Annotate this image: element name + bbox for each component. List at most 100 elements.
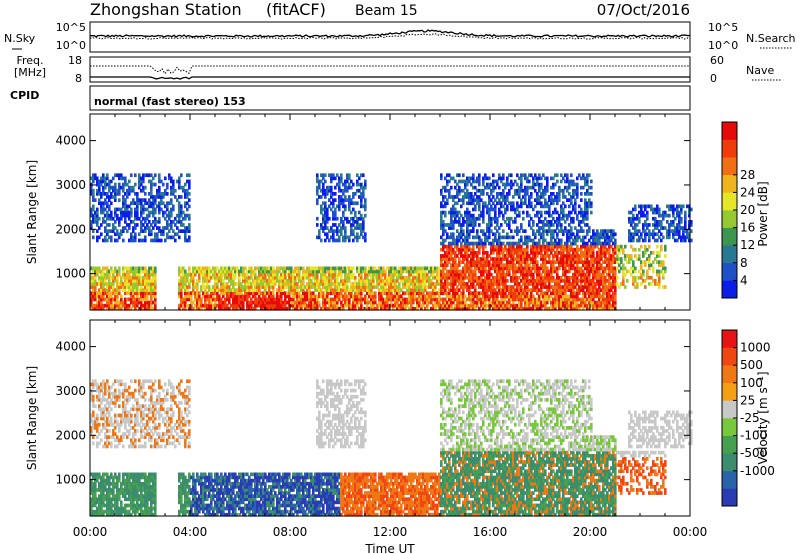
scatter-cell [226,285,229,289]
scatter-cell [576,213,579,218]
scatter-cell [392,279,395,283]
scatter-cell [92,198,95,202]
scatter-cell [514,188,517,193]
scatter-cell [558,223,561,227]
scatter-cell [372,266,375,271]
scatter-cell [106,275,109,280]
scatter-cell [492,241,495,246]
scatter-cell [416,300,419,305]
scatter-cell [158,220,161,224]
scatter-cell [168,235,171,240]
scatter-cell [148,303,151,308]
scatter-cell [106,201,109,206]
scatter-cell [456,210,459,215]
scatter-cell [374,269,377,274]
scatter-cell [474,207,477,212]
scatter-cell [502,303,505,308]
scatter-cell [148,272,151,277]
scatter-cell [510,235,513,240]
scatter-cell [98,182,101,187]
scatter-cell [202,282,205,286]
scatter-cell [530,226,533,230]
scatter-cell [110,238,113,243]
scatter-cell [568,294,571,299]
scatter-cell [478,198,481,202]
scatter-cell [274,272,277,277]
scatter-cell [330,229,333,233]
scatter-cell [272,297,275,302]
scatter-cell [504,291,507,296]
scatter-cell [468,235,471,240]
scatter-cell [490,204,493,209]
scatter-cell [534,244,537,249]
scatter-cell [478,201,481,206]
scatter-cell [102,285,105,289]
scatter-cell [192,306,195,311]
scatter-cell [554,207,557,212]
scatter-cell [112,272,115,277]
scatter-cell [534,247,537,252]
scatter-cell [384,275,387,280]
scatter-cell [116,238,119,243]
scatter-cell [378,275,381,280]
scatter-cell [228,294,231,299]
scatter-cell [392,294,395,299]
scatter-cell [340,232,343,237]
scatter-cell [558,263,561,268]
scatter-cell [158,201,161,206]
scatter-cell [414,291,417,296]
scatter-cell [504,244,507,249]
scatter-cell [150,238,153,243]
scatter-cell [220,275,223,280]
scatter-cell [100,204,103,209]
scatter-cell [408,269,411,274]
scatter-cell [470,294,473,299]
scatter-cell [460,232,463,237]
scatter-cell [92,282,95,286]
scatter-cell [456,279,459,283]
scatter-cell [554,266,557,271]
scatter-cell [502,269,505,274]
scatter-cell [542,223,545,227]
scatter-cell [278,306,281,311]
scatter-cell [486,226,489,230]
scatter-cell [570,179,573,184]
scatter-cell [468,294,471,299]
scatter-cell [258,269,261,274]
scatter-cell [504,306,507,311]
scatter-cell [334,300,337,305]
scatter-cell [96,282,99,286]
scatter-cell [454,220,457,224]
scatter-cell [242,297,245,302]
scatter-cell [510,275,513,280]
scatter-cell [346,279,349,283]
scatter-cell [502,173,505,178]
scatter-cell [462,294,465,299]
scatter-cell [532,275,535,280]
scatter-cell [304,306,307,311]
scatter-cell [252,294,255,299]
scatter-cell [580,285,583,289]
scatter-cell [530,257,533,261]
scatter-cell [562,213,565,218]
scatter-cell [360,275,363,280]
scatter-cell [298,303,301,308]
scatter-cell [170,220,173,224]
scatter-cell [516,201,519,206]
scatter-cell [502,247,505,252]
scatter-cell [522,216,525,221]
scatter-cell [528,288,531,292]
scatter-cell [494,266,497,271]
scatter-cell [222,291,225,296]
scatter-cell [432,266,435,271]
scatter-cell [126,204,129,209]
scatter-cell [454,263,457,268]
scatter-cell [532,257,535,261]
scatter-cell [530,306,533,311]
scatter-cell [120,297,123,302]
scatter-cell [180,279,183,283]
scatter-cell [334,306,337,311]
scatter-cell [506,179,509,184]
frequency-line [90,76,690,80]
scatter-cell [546,288,549,292]
